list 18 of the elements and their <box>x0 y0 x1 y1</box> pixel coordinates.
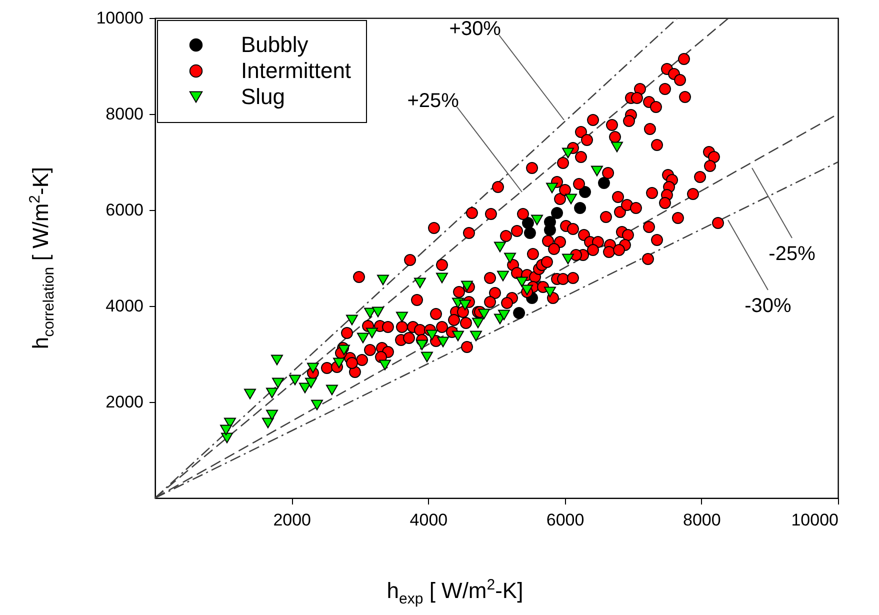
legend-label: Bubbly <box>241 32 308 57</box>
y-tick-label: 8000 <box>106 104 144 124</box>
annotation: +25% <box>407 90 460 112</box>
x-tick-label: 10000 <box>791 510 838 530</box>
x-axis-title: h$_{exp}$ [ W/m$^{2}$-K] <box>386 576 524 608</box>
legend-label: Intermittent <box>241 58 352 83</box>
y-tick-label: 2000 <box>106 392 144 412</box>
x-tick-label: 6000 <box>546 510 584 530</box>
annotation: -30% <box>744 294 792 317</box>
x-tick-label: 2000 <box>273 510 312 530</box>
x-tick-label: 4000 <box>410 510 448 530</box>
legend-label: Slug <box>241 84 286 109</box>
y-tick-label: 4000 <box>106 296 144 316</box>
y-tick-label: 10000 <box>96 8 144 28</box>
annotation: -25% <box>768 243 816 265</box>
x-tick-label: 8000 <box>682 510 721 530</box>
annotation: +30% <box>449 18 502 40</box>
y-tick-label: 6000 <box>106 200 144 220</box>
